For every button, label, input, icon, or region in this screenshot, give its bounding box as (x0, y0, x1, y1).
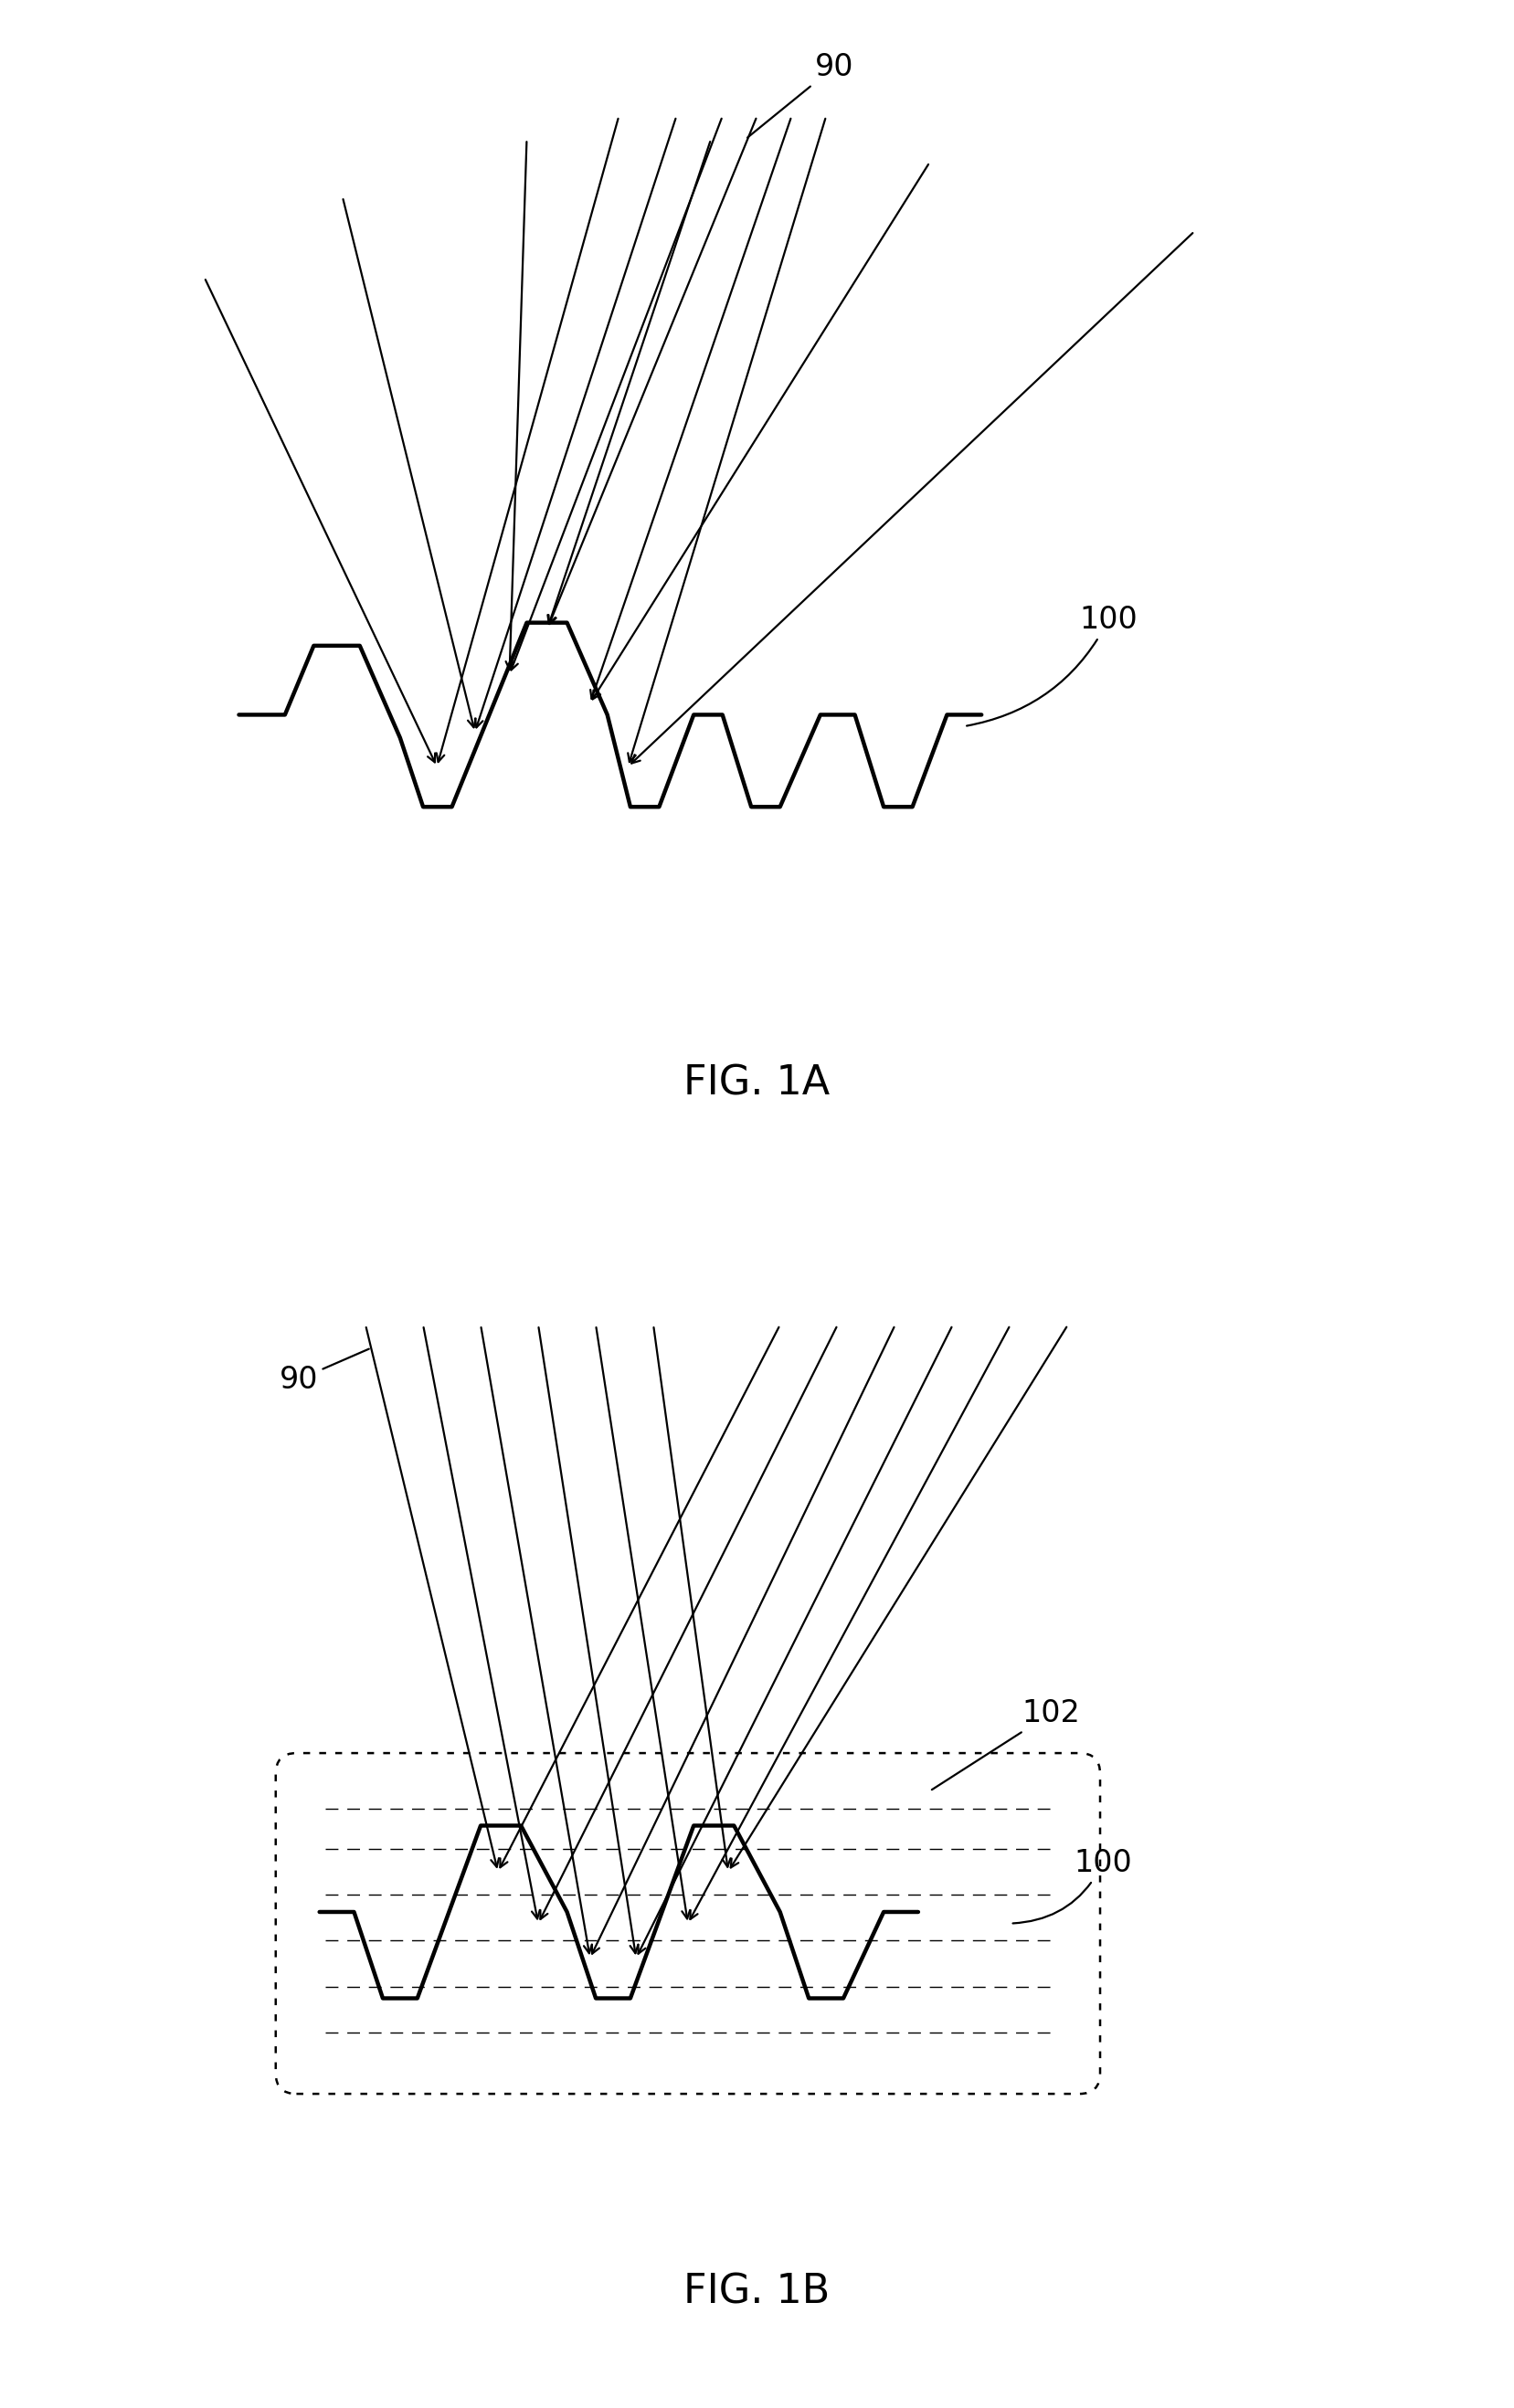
Text: FIG. 1A: FIG. 1A (684, 1064, 830, 1103)
Text: 102: 102 (931, 1698, 1079, 1789)
Text: 100: 100 (967, 604, 1137, 725)
Text: 100: 100 (1013, 1847, 1132, 1924)
Text: 90: 90 (748, 53, 854, 137)
Text: 90: 90 (279, 1348, 369, 1394)
Text: FIG. 1B: FIG. 1B (684, 2273, 830, 2312)
